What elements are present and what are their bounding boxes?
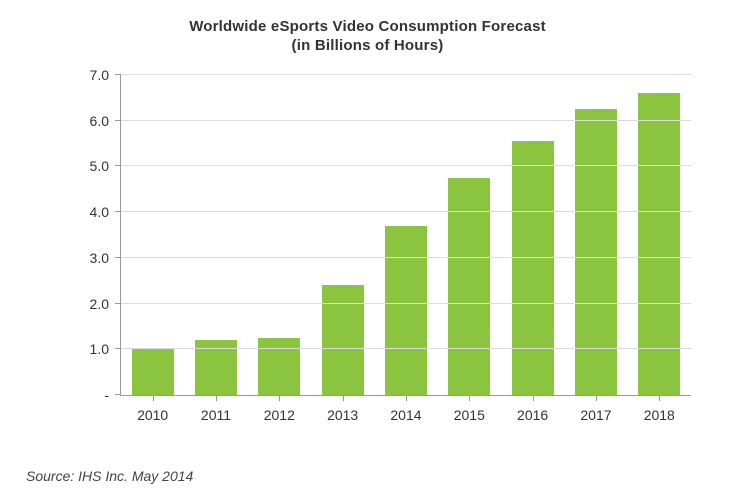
y-tick-label: 6.0 — [90, 113, 109, 129]
y-tick-label: - — [104, 387, 109, 403]
bar — [385, 226, 427, 395]
bar — [575, 109, 617, 395]
chart-title-line1: Worldwide eSports Video Consumption Fore… — [0, 18, 735, 37]
x-tick-label: 2013 — [327, 407, 358, 423]
grid-line — [121, 74, 691, 75]
x-tick-mark — [153, 395, 154, 401]
grid-line — [121, 211, 691, 212]
x-tick-label: 2018 — [644, 407, 675, 423]
x-tick-label: 2016 — [517, 407, 548, 423]
bar — [638, 93, 680, 395]
grid-line — [121, 165, 691, 166]
y-tick-mark — [115, 348, 121, 349]
bar — [132, 349, 174, 395]
chart-title: Worldwide eSports Video Consumption Fore… — [0, 18, 735, 56]
y-tick-label: 1.0 — [90, 341, 109, 357]
plot-area: 201020112012201320142015201620172018 -1.… — [120, 75, 691, 396]
x-tick-label: 2015 — [454, 407, 485, 423]
bar-slot: 2018 — [628, 75, 691, 395]
x-tick-mark — [216, 395, 217, 401]
bar-slot: 2010 — [121, 75, 184, 395]
x-tick-label: 2014 — [390, 407, 421, 423]
source-text: Source: IHS Inc. May 2014 — [26, 468, 193, 484]
grid-line — [121, 257, 691, 258]
y-tick-mark — [115, 257, 121, 258]
x-tick-mark — [343, 395, 344, 401]
bar — [258, 338, 300, 395]
x-tick-label: 2011 — [201, 407, 231, 423]
grid-line — [121, 120, 691, 121]
grid-line — [121, 348, 691, 349]
y-tick-mark — [115, 74, 121, 75]
y-tick-label: 5.0 — [90, 158, 109, 174]
bar-slot: 2011 — [184, 75, 247, 395]
bar-slot: 2017 — [564, 75, 627, 395]
bar-slot: 2012 — [248, 75, 311, 395]
bar-group: 201020112012201320142015201620172018 — [121, 75, 691, 395]
bar — [512, 141, 554, 395]
y-tick-mark — [115, 120, 121, 121]
bar-slot: 2014 — [374, 75, 437, 395]
x-tick-label: 2010 — [137, 407, 168, 423]
bar-slot: 2015 — [438, 75, 501, 395]
x-tick-mark — [659, 395, 660, 401]
y-tick-mark — [115, 165, 121, 166]
y-tick-label: 3.0 — [90, 250, 109, 266]
x-tick-label: 2017 — [580, 407, 611, 423]
x-tick-label: 2012 — [264, 407, 295, 423]
x-tick-mark — [469, 395, 470, 401]
grid-line — [121, 303, 691, 304]
x-tick-mark — [406, 395, 407, 401]
y-tick-mark — [115, 211, 121, 212]
y-tick-label: 7.0 — [90, 67, 109, 83]
x-tick-mark — [279, 395, 280, 401]
x-tick-mark — [533, 395, 534, 401]
bar-slot: 2016 — [501, 75, 564, 395]
y-tick-label: 2.0 — [90, 296, 109, 312]
chart-container: Worldwide eSports Video Consumption Fore… — [0, 0, 735, 502]
chart-title-line2: (in Billions of Hours) — [0, 37, 735, 56]
x-tick-mark — [596, 395, 597, 401]
y-tick-label: 4.0 — [90, 204, 109, 220]
y-tick-mark — [115, 394, 121, 395]
bar-slot: 2013 — [311, 75, 374, 395]
y-tick-mark — [115, 303, 121, 304]
